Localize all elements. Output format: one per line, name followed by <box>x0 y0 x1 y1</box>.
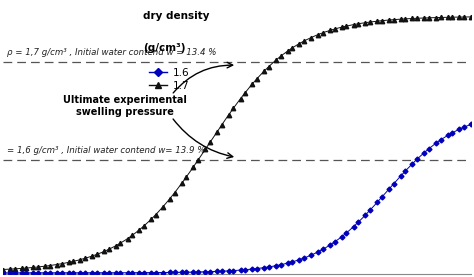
Text: = 1,6 g/cm³ , Initial water contend w= 13.9 %: = 1,6 g/cm³ , Initial water contend w= 1… <box>8 146 206 155</box>
Text: dry density: dry density <box>143 11 210 21</box>
Legend: 1.6, 1.7: 1.6, 1.7 <box>148 68 189 91</box>
Text: Ultimate experimental
swelling pressure: Ultimate experimental swelling pressure <box>63 95 186 117</box>
Text: ρ = 1,7 g/cm³ , Initial water contend w = 13.4 %: ρ = 1,7 g/cm³ , Initial water contend w … <box>8 48 217 57</box>
Text: (g/cm³): (g/cm³) <box>143 43 186 53</box>
